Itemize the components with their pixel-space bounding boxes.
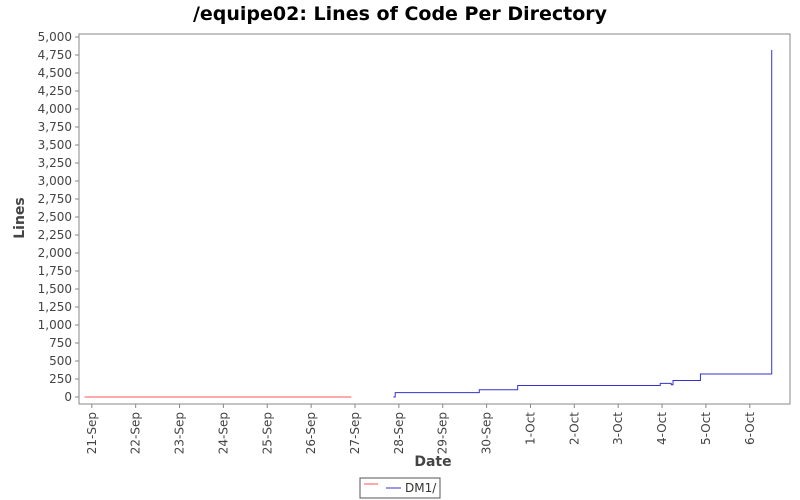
x-axis-label: Date [414,454,451,470]
legend-label-dm1: DM1/ [405,481,437,495]
x-tick-label: 4-Oct [655,412,669,445]
y-tick-label: 4,000 [38,102,72,116]
y-tick-label: 1,250 [38,300,72,314]
y-tick-label: 2,250 [38,228,72,242]
y-tick-label: 1,750 [38,264,72,278]
y-tick-label: 2,750 [38,192,72,206]
x-tick-label: 28-Sep [392,412,406,454]
x-tick-label: 25-Sep [260,412,274,454]
y-tick-label: 1,000 [38,318,72,332]
x-tick-label: 27-Sep [348,412,362,454]
x-tick-label: 2-Oct [567,412,581,445]
y-tick-label: 4,250 [38,84,72,98]
y-tick-label: 2,500 [38,210,72,224]
legend: DM1/ [359,477,441,499]
y-axis-label: Lines [12,197,28,239]
y-tick-label: 4,500 [38,66,72,80]
y-tick-label: 750 [49,336,72,350]
x-tick-label: 21-Sep [85,412,99,454]
x-tick-label: 26-Sep [304,412,318,454]
x-tick-label: 1-Oct [523,412,537,445]
x-tick-label: 22-Sep [129,412,143,454]
y-tick-label: 2,000 [38,246,72,260]
x-tick-label: 29-Sep [436,412,450,454]
x-tick-label: 24-Sep [216,412,230,454]
y-tick-label: 250 [49,372,72,386]
y-tick-label: 3,500 [38,138,72,152]
x-tick-label: 5-Oct [699,412,713,445]
y-axis: 0 250 500 750 1,000 1,250 1,500 1,750 2,000 2,250… [38,30,79,404]
y-tick-label: 4,750 [38,48,72,62]
y-tick-label: 500 [49,354,72,368]
y-tick-label: 3,250 [38,156,72,170]
y-tick-label: 5,000 [38,30,72,44]
y-tick-label: 3,000 [38,174,72,188]
plot-area [78,33,791,405]
chart-title: /equipe02: Lines of Code Per Directory [193,3,608,25]
x-tick-label: 23-Sep [173,412,187,454]
x-tick-label: 30-Sep [480,412,494,454]
series-layer [84,49,773,398]
y-tick-label: 3,750 [38,120,72,134]
x-tick-label: 3-Oct [611,412,625,445]
x-tick-label: 6-Oct [743,412,757,445]
x-axis: 21-Sep 22-Sep 23-Sep 24-Sep 25-Sep 26-Sep 27-S… [85,404,757,454]
y-tick-label: 1,500 [38,282,72,296]
y-tick-label: 0 [64,390,72,404]
series-line-1 [393,49,773,398]
